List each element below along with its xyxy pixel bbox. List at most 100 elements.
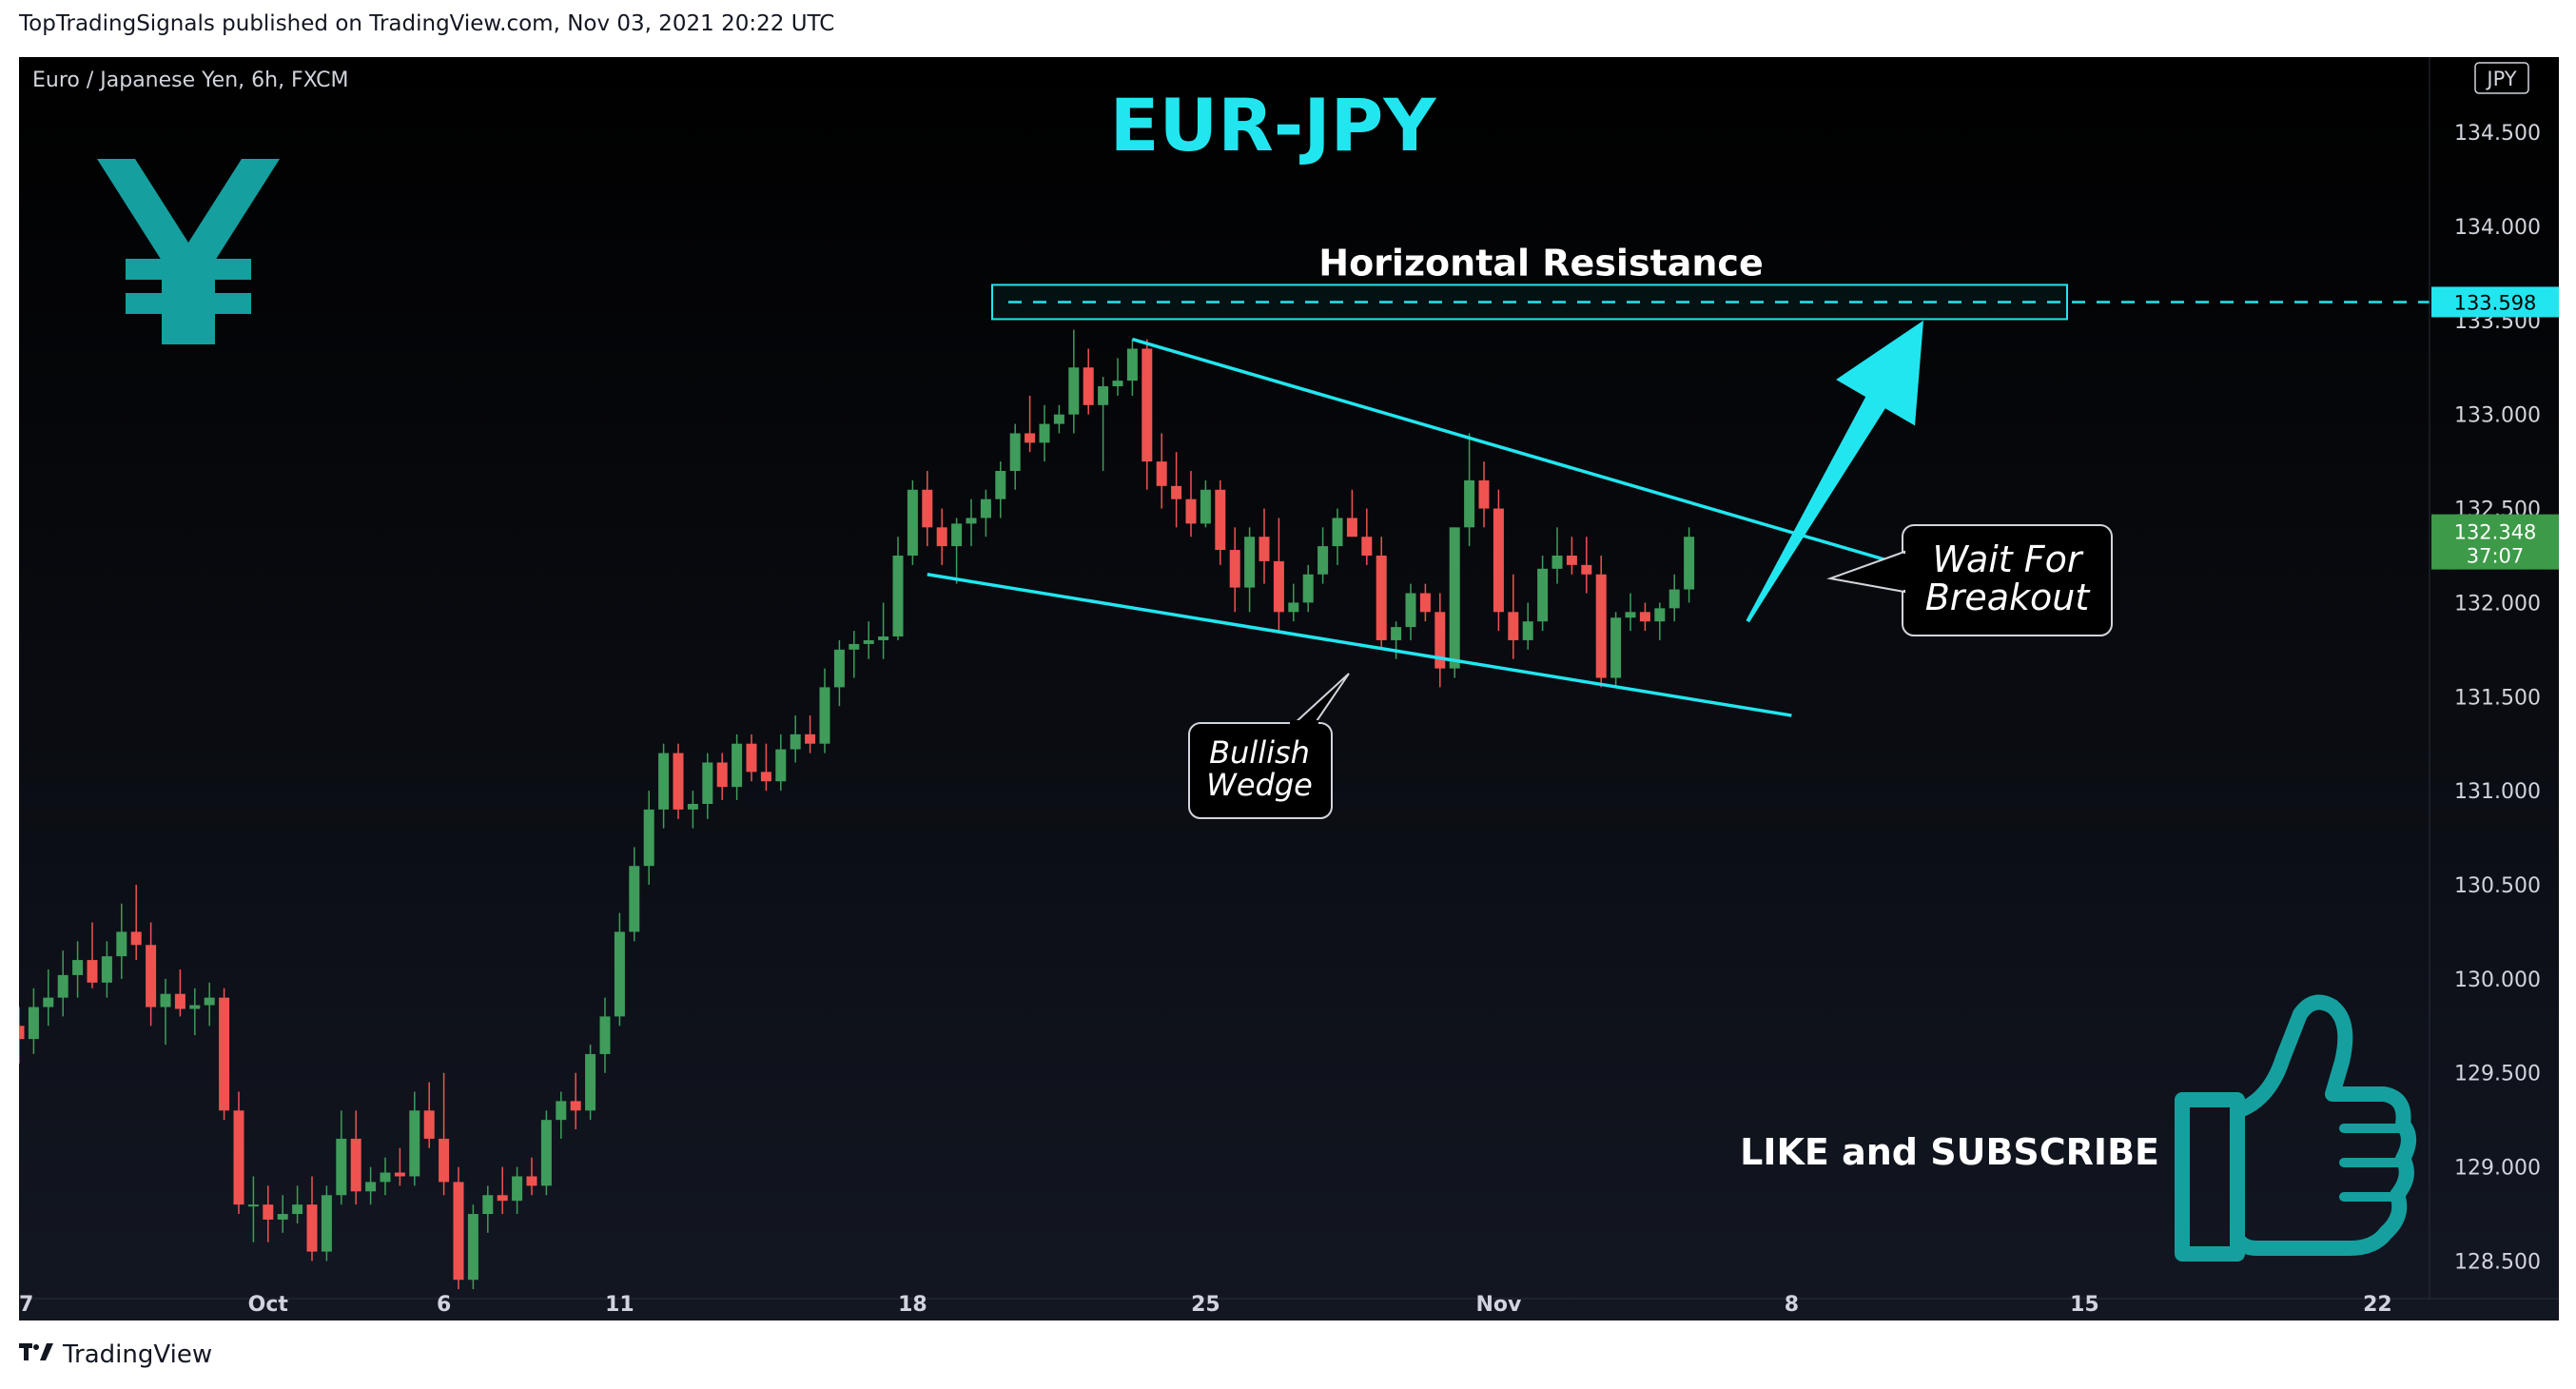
candle-body	[775, 749, 787, 782]
candle-body	[540, 1120, 552, 1186]
thumbs-up-icon	[2175, 994, 2416, 1262]
candle-body	[526, 1176, 537, 1186]
candle-body	[423, 1110, 435, 1139]
candle-body	[556, 1101, 567, 1121]
candle	[233, 1091, 244, 1215]
candle-body	[1200, 489, 1211, 524]
candle	[72, 941, 84, 998]
chart-panel[interactable]: 134.500 134.000 133.500 133.000 132.500 132.0…	[19, 57, 2559, 1321]
candle-body	[174, 993, 185, 1009]
candle	[439, 1072, 450, 1196]
x-tick-label: 8	[1785, 1293, 1799, 1317]
candle-body	[394, 1172, 405, 1177]
candle	[189, 988, 201, 1036]
candle	[263, 1185, 274, 1242]
candle	[1259, 508, 1270, 584]
candle	[350, 1110, 361, 1205]
candle	[409, 1091, 420, 1186]
wait-for-breakout-line-1: Wait For	[1932, 538, 2083, 580]
candle-body	[833, 649, 845, 688]
candle-body	[1053, 414, 1064, 424]
candle	[951, 518, 963, 584]
y-tick-label: 131.500	[2454, 686, 2541, 710]
publisher-attribution: TopTradingSignals published on TradingVi…	[19, 11, 835, 36]
candle	[1493, 489, 1504, 632]
candle-body	[863, 639, 874, 644]
candle-body	[1259, 537, 1270, 561]
candle-body	[72, 960, 84, 975]
candle	[540, 1110, 552, 1196]
candle	[833, 639, 845, 707]
y-tick-label: 128.500	[2454, 1250, 2541, 1274]
candle-body	[643, 809, 654, 867]
candle	[570, 1072, 581, 1130]
candle-body	[292, 1204, 303, 1215]
x-tick-label: 27	[19, 1293, 33, 1317]
yen-icon-bar-1	[126, 259, 251, 280]
candle	[863, 621, 874, 659]
candle-body	[1464, 479, 1475, 528]
candle	[966, 499, 977, 547]
candle-body	[1288, 602, 1299, 613]
candle-body	[1317, 546, 1329, 575]
candle	[130, 885, 142, 961]
callout-pointer	[1826, 550, 1905, 594]
price-chart[interactable]: 134.500134.000133.500133.000132.500132.0…	[19, 57, 2559, 1321]
candle	[1288, 583, 1299, 622]
candle-body	[760, 772, 771, 782]
candle-body	[980, 499, 991, 518]
candle-body	[1391, 627, 1402, 640]
candle	[1142, 339, 1153, 490]
candle-body	[1522, 621, 1533, 640]
upper-trendline	[1131, 337, 1968, 586]
candle	[57, 950, 68, 1017]
candle	[1244, 527, 1256, 613]
x-tick-label: 18	[898, 1293, 927, 1317]
countdown-text: 37:07	[2467, 545, 2525, 568]
x-tick-label: 25	[1191, 1293, 1220, 1317]
candle	[922, 471, 933, 547]
candle	[775, 734, 787, 792]
candle	[732, 734, 743, 801]
candle-body	[951, 523, 963, 547]
cta-label: LIKE and SUBSCRIBE	[1740, 1131, 2159, 1173]
footer-brand[interactable]: TradingView	[63, 1340, 213, 1369]
candle	[1098, 377, 1109, 471]
candle-body	[321, 1195, 332, 1252]
candle	[1039, 404, 1050, 462]
candle-body	[570, 1101, 581, 1111]
candle-body	[878, 636, 889, 640]
candle-body	[1126, 348, 1138, 381]
callout-pointer-mask	[1290, 720, 1318, 726]
candle-body	[1025, 433, 1036, 443]
symbol-label: Euro / Japanese Yen, 6h, FXCM	[32, 68, 349, 92]
candle-body	[1068, 367, 1080, 415]
candle	[878, 602, 889, 659]
tradingview-logo-icon[interactable]	[19, 1341, 55, 1368]
candle-body	[1566, 555, 1577, 565]
candle	[292, 1185, 303, 1223]
candle	[1068, 329, 1080, 434]
candle	[1302, 564, 1314, 613]
x-tick-label: Nov	[1475, 1293, 1522, 1317]
candle	[19, 1007, 25, 1064]
chart-title: EUR-JPY	[1110, 83, 1437, 167]
candle-body	[1185, 499, 1197, 524]
candle-body	[1449, 527, 1460, 669]
candle	[394, 1147, 405, 1186]
resistance-label: Horizontal Resistance	[1318, 242, 1763, 284]
candle	[599, 997, 611, 1073]
bullish-wedge-line-2: Wedge	[1206, 767, 1313, 803]
candle-body	[805, 734, 816, 744]
candle	[87, 922, 98, 988]
candle-body	[1493, 508, 1504, 613]
candle-body	[585, 1053, 596, 1111]
candle-body	[1215, 489, 1226, 551]
candle	[247, 1176, 259, 1242]
candle	[1025, 395, 1036, 453]
candle	[146, 922, 157, 1027]
candle-body	[892, 555, 904, 636]
candle-body	[277, 1214, 288, 1220]
currency-label: JPY	[2485, 68, 2516, 90]
